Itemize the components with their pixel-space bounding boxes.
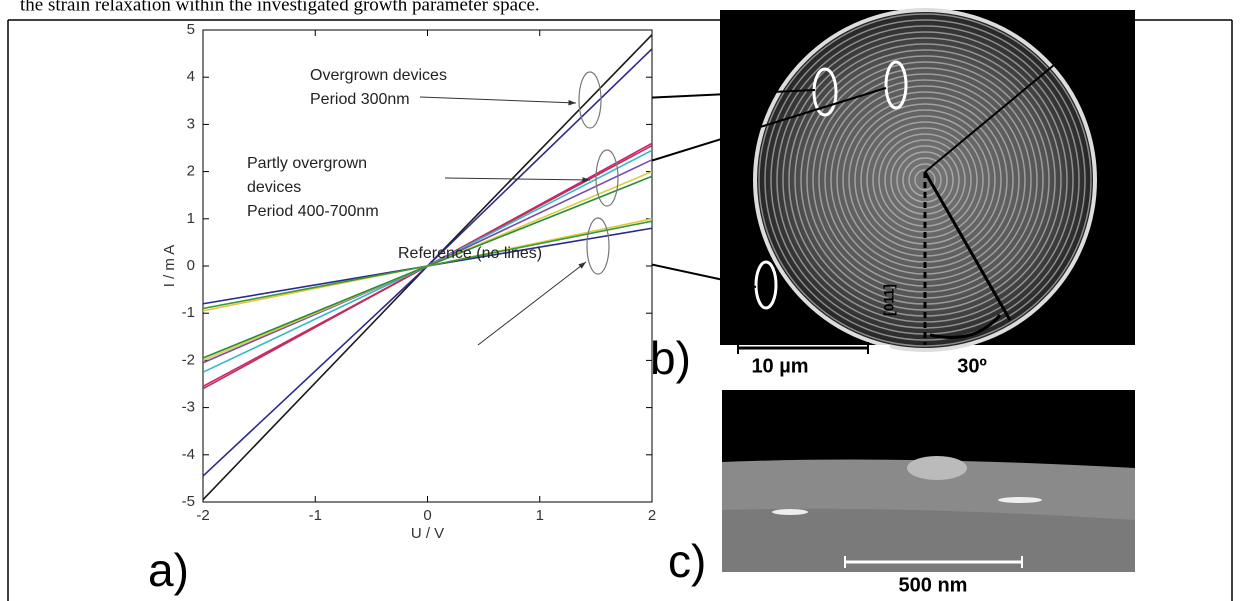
series-line xyxy=(203,220,652,310)
annotation: Partly overgrown xyxy=(247,155,367,172)
panel-label: c) xyxy=(668,535,706,587)
annotation: Period 300nm xyxy=(310,91,410,108)
ring xyxy=(758,13,1092,347)
y-tick-label: 4 xyxy=(187,68,195,85)
image-b: [011] xyxy=(720,8,1135,352)
ring xyxy=(854,109,996,251)
arrow-head xyxy=(578,262,586,269)
annotation: devices xyxy=(247,179,301,196)
y-tick-label: 3 xyxy=(187,115,195,132)
y-tick-label: 1 xyxy=(187,210,195,227)
y-tick-label: -1 xyxy=(182,304,195,321)
scale-box xyxy=(720,345,890,385)
ring xyxy=(764,19,1086,341)
direction-label: [011] xyxy=(881,284,897,316)
y-tick-label: -2 xyxy=(182,351,195,368)
x-axis-label: U / V xyxy=(411,525,444,542)
caption: the strain relaxation within the investi… xyxy=(20,0,540,15)
y-tick-label: 2 xyxy=(187,163,195,180)
annotation: Period 400-700nm xyxy=(247,203,379,220)
x-tick-label: 1 xyxy=(536,507,544,524)
highlight-ellipse xyxy=(586,217,610,275)
scale-label: 500 nm xyxy=(899,574,968,596)
arrow xyxy=(477,261,587,346)
y-tick-label: 5 xyxy=(187,21,195,38)
highlight-ellipse xyxy=(595,149,619,207)
x-tick-label: 2 xyxy=(648,507,656,524)
y-tick-label: 0 xyxy=(187,257,195,274)
y-tick-label: -5 xyxy=(182,493,195,510)
y-axis-label: I / m A xyxy=(161,245,178,288)
x-tick-label: -2 xyxy=(196,507,209,524)
ring xyxy=(884,139,966,221)
annotation: Reference (no lines) xyxy=(398,245,542,262)
ring xyxy=(794,49,1056,311)
arrow xyxy=(444,177,591,181)
x-tick-label: 0 xyxy=(423,507,431,524)
panel-label: a) xyxy=(148,544,189,596)
arrow-head xyxy=(568,99,576,106)
panel-label: b) xyxy=(650,332,691,384)
ring xyxy=(824,79,1026,281)
scale-label: 10 µm xyxy=(751,355,808,377)
arrow xyxy=(419,96,577,104)
y-tick-label: -4 xyxy=(182,446,195,463)
image-c xyxy=(722,390,1135,572)
highlight-ellipse xyxy=(578,71,602,129)
y-tick-label: -3 xyxy=(182,399,195,416)
x-tick-label: -1 xyxy=(309,507,322,524)
ring xyxy=(914,169,936,191)
angle-label: 30º xyxy=(957,355,987,377)
annotation: Overgrown devices xyxy=(310,67,447,84)
series-group xyxy=(203,34,652,501)
arrow-head xyxy=(582,177,590,183)
